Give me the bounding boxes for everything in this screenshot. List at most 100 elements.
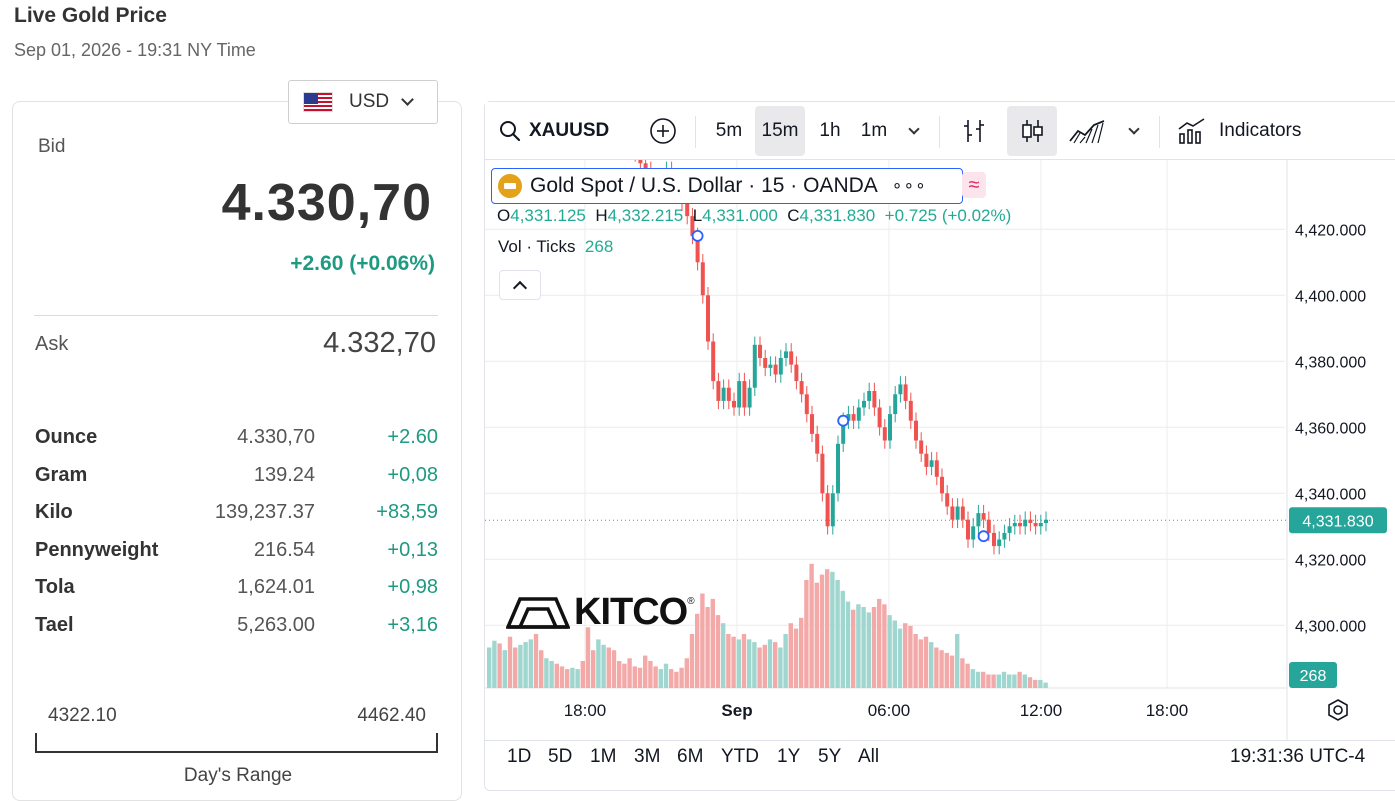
candle-body <box>867 391 872 401</box>
change-value: +0.725 (+0.02%) <box>884 206 1012 225</box>
last-volume-tag <box>1289 662 1337 688</box>
candle-body <box>888 414 892 441</box>
range-5y-button[interactable]: 5Y <box>818 746 842 767</box>
unit-change: +3,16 <box>387 614 438 636</box>
range-1y-button[interactable]: 1Y <box>777 746 801 767</box>
candle-body <box>882 427 887 441</box>
volume-label: Vol · Ticks <box>498 237 576 256</box>
candle-body <box>1023 519 1028 527</box>
range-ytd-button[interactable]: YTD <box>721 746 759 767</box>
ask-price: 4.332,70 <box>323 327 436 359</box>
range-3m-button[interactable]: 3M <box>634 746 661 767</box>
candle-body <box>643 163 648 170</box>
volume-bar <box>502 650 507 688</box>
volume-bar <box>570 667 575 688</box>
candle-body <box>981 513 986 520</box>
chevron-down-icon <box>908 122 920 135</box>
candle-body <box>1028 519 1033 523</box>
volume-bar <box>679 667 684 688</box>
x-tick-label: 18:00 <box>1146 701 1189 720</box>
volume-bar <box>856 604 861 688</box>
price-card <box>12 101 462 801</box>
candle-body <box>638 160 643 164</box>
chart-legend[interactable]: Gold Spot / U.S. Dollar · 15 · OANDA ∘∘∘ <box>491 168 963 204</box>
candle-body <box>804 394 809 415</box>
candle-body <box>950 506 955 520</box>
kitco-logo-mark <box>506 597 570 629</box>
chart-type-dropdown[interactable] <box>1121 106 1147 156</box>
range-1m-button[interactable]: 1M <box>590 746 617 767</box>
last-price-label: 4,331.830 <box>1302 513 1373 530</box>
more-options-icon[interactable]: ∘∘∘ <box>891 176 927 195</box>
interval-1m[interactable]: 1m <box>860 120 888 141</box>
candle-body <box>841 420 846 444</box>
volume-bar <box>591 650 596 688</box>
range-all-button[interactable]: All <box>858 746 880 767</box>
volume-bar <box>955 634 960 688</box>
volume-bar <box>762 644 767 688</box>
range-5d-button[interactable]: 5D <box>548 746 573 767</box>
candle-body <box>955 506 960 520</box>
volume-bar <box>819 574 825 688</box>
event-marker <box>977 530 990 543</box>
unit-value: 216.54 <box>253 539 315 561</box>
range-6m-button[interactable]: 6M <box>677 746 704 767</box>
candle-body <box>700 262 705 296</box>
day-range-low: 4322.10 <box>48 705 117 726</box>
candle-body <box>1007 526 1012 533</box>
candle-body <box>752 344 757 388</box>
volume-bar <box>991 674 996 688</box>
candle-body <box>810 414 814 434</box>
volume-bar <box>575 669 580 688</box>
compare-button[interactable] <box>645 106 681 156</box>
volume-bar <box>903 623 908 688</box>
bar-chart-type-button[interactable] <box>951 106 997 156</box>
currency-select[interactable]: USD <box>288 80 438 124</box>
volume-bar <box>637 667 643 688</box>
candle-chart-type-button[interactable] <box>1007 106 1057 156</box>
candle-body <box>862 400 866 408</box>
volume-bar <box>648 661 653 688</box>
interval-5m[interactable]: 5m <box>715 120 743 141</box>
candle-body <box>789 351 794 365</box>
unit-name: Tola <box>35 576 75 598</box>
interval-15m[interactable]: 15m <box>755 106 805 156</box>
volume-bar <box>617 661 622 688</box>
volume-bar <box>934 647 939 688</box>
collapse-legend-button[interactable] <box>499 270 541 300</box>
range-1d-button[interactable]: 1D <box>507 746 532 767</box>
volume-bar <box>596 639 601 688</box>
unit-change: +0,13 <box>387 539 438 561</box>
interval-dropdown[interactable] <box>901 106 927 156</box>
indicators-label: Indicators <box>1219 120 1302 141</box>
us-flag-icon <box>303 92 333 112</box>
candle-body <box>778 358 783 375</box>
price-chart[interactable]: 4,300.000 4,320.000 4,340.000 4,360.000 4,38… <box>485 160 1395 740</box>
volume-bar <box>549 661 554 688</box>
volume-bar <box>986 674 991 688</box>
unit-name: Gram <box>35 464 88 486</box>
unit-value: 5,263.00 <box>237 614 315 636</box>
candle-body <box>836 443 840 494</box>
registered-mark: ® <box>687 596 695 607</box>
open-label: O <box>497 206 511 225</box>
volume-bar <box>487 647 492 688</box>
volume-value: 268 <box>584 237 614 256</box>
volume-bar <box>861 607 866 688</box>
area-chart-type-button[interactable] <box>1065 106 1109 156</box>
volume-bar <box>523 642 528 688</box>
interval-1h[interactable]: 1h <box>819 120 841 141</box>
volume-bar <box>622 663 627 688</box>
symbol-search[interactable]: XAUUSD <box>495 106 615 156</box>
indicators-button[interactable]: Indicators <box>1177 106 1323 156</box>
volume-bar <box>539 650 544 688</box>
low-label: L <box>692 206 703 225</box>
volume-bar <box>715 615 721 688</box>
chart-clock: 19:31:36 UTC-4 <box>1230 746 1366 767</box>
unit-row-tola: Tola 1,624.01 +0,98 <box>35 576 439 604</box>
volume-bar <box>923 636 929 688</box>
divider <box>34 315 438 316</box>
candle-body <box>1038 523 1043 527</box>
volume-bar <box>913 634 918 688</box>
candlestick-icon <box>1022 120 1043 142</box>
